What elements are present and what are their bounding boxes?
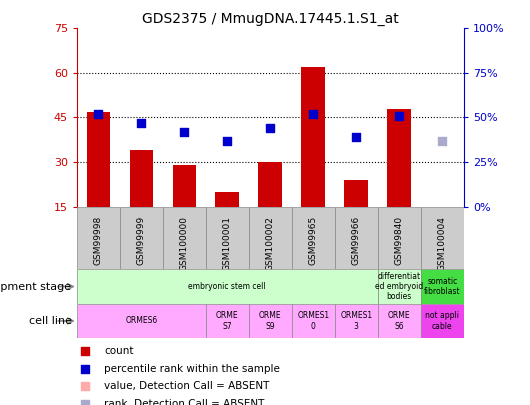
Bar [86, 111, 110, 207]
Text: not appli
cable: not appli cable [425, 311, 460, 330]
Text: GSM99998: GSM99998 [94, 216, 103, 265]
Text: count: count [104, 346, 134, 356]
Point [94, 111, 103, 117]
Bar [216, 192, 239, 207]
Text: GSM100000: GSM100000 [180, 216, 189, 271]
Point [81, 365, 89, 372]
Bar [378, 269, 421, 304]
Text: ORME
S7: ORME S7 [216, 311, 238, 330]
Bar [292, 304, 335, 338]
Bar [206, 207, 249, 269]
Bar [120, 207, 163, 269]
Text: somatic
fibroblast: somatic fibroblast [424, 277, 461, 296]
Bar [292, 207, 335, 269]
Text: development stage: development stage [0, 281, 72, 292]
Point [81, 383, 89, 390]
Bar [344, 180, 368, 207]
Bar [129, 150, 153, 207]
Text: GSM100004: GSM100004 [438, 216, 447, 271]
Point [309, 111, 317, 117]
Text: GSM100001: GSM100001 [223, 216, 232, 271]
Text: percentile rank within the sample: percentile rank within the sample [104, 364, 280, 374]
Bar [172, 165, 196, 207]
Bar [259, 162, 282, 207]
Text: cell line: cell line [29, 316, 72, 326]
Bar [378, 304, 421, 338]
Bar [163, 207, 206, 269]
Text: ORMES1
0: ORMES1 0 [297, 311, 329, 330]
Text: ORME
S6: ORME S6 [388, 311, 411, 330]
Point [180, 128, 189, 135]
Text: differentiat
ed embryoid
bodies: differentiat ed embryoid bodies [375, 272, 423, 301]
Bar [77, 304, 206, 338]
Point [81, 347, 89, 354]
Bar [421, 304, 464, 338]
Point [438, 137, 446, 144]
Bar [77, 207, 120, 269]
Bar [335, 207, 378, 269]
Bar [335, 304, 378, 338]
Text: ORME
S9: ORME S9 [259, 311, 281, 330]
Text: ORMES1
3: ORMES1 3 [340, 311, 373, 330]
Text: embryonic stem cell: embryonic stem cell [189, 282, 266, 291]
Bar [378, 207, 421, 269]
Text: GSM99965: GSM99965 [309, 216, 318, 265]
Bar [249, 304, 292, 338]
Bar [421, 207, 464, 269]
Bar [421, 269, 464, 304]
Text: GSM99840: GSM99840 [395, 216, 404, 265]
Bar [249, 207, 292, 269]
Bar [206, 304, 249, 338]
Text: rank, Detection Call = ABSENT: rank, Detection Call = ABSENT [104, 399, 264, 405]
Point [223, 137, 232, 144]
Bar [387, 109, 411, 207]
Text: GSM99999: GSM99999 [137, 216, 146, 265]
Title: GDS2375 / MmugDNA.17445.1.S1_at: GDS2375 / MmugDNA.17445.1.S1_at [142, 12, 399, 26]
Text: ORMES6: ORMES6 [125, 316, 157, 326]
Point [266, 125, 275, 131]
Point [81, 401, 89, 405]
Text: value, Detection Call = ABSENT: value, Detection Call = ABSENT [104, 382, 269, 391]
Bar [302, 67, 325, 207]
Point [352, 134, 360, 140]
Text: GSM100002: GSM100002 [266, 216, 275, 271]
Text: GSM99966: GSM99966 [352, 216, 361, 265]
Point [395, 113, 403, 119]
Point [137, 119, 146, 126]
Bar [77, 269, 378, 304]
